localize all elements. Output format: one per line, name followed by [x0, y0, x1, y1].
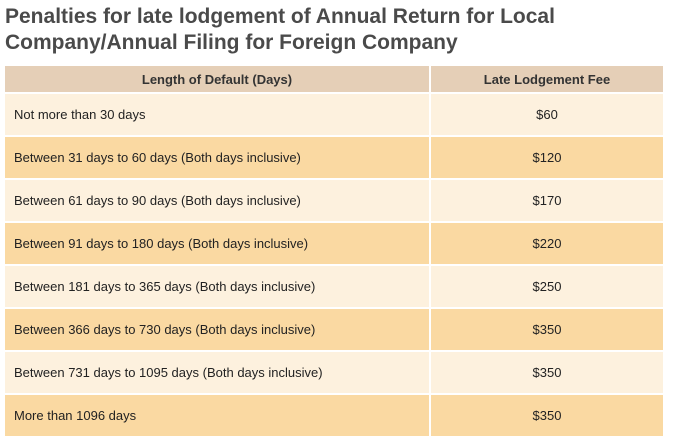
table-row: Between 731 days to 1095 days (Both days…	[5, 350, 663, 394]
table-row: Between 181 days to 365 days (Both days …	[5, 264, 663, 308]
duration-cell: Between 731 days to 1095 days (Both days…	[5, 350, 431, 394]
duration-cell: Between 181 days to 365 days (Both days …	[5, 264, 431, 308]
table-row: More than 1096 days $350	[5, 393, 663, 436]
table-row: Between 366 days to 730 days (Both days …	[5, 307, 663, 351]
duration-cell: More than 1096 days	[5, 393, 431, 436]
column-header-late-lodgement-fee: Late Lodgement Fee	[430, 66, 663, 93]
penalty-table: Length of Default (Days) Late Lodgement …	[5, 66, 663, 436]
fee-cell: $250	[430, 264, 663, 308]
fee-cell: $170	[430, 178, 663, 222]
table-row: Between 31 days to 60 days (Both days in…	[5, 135, 663, 179]
page-title: Penalties for late lodgement of Annual R…	[5, 5, 555, 54]
fee-cell: $60	[430, 92, 663, 136]
fee-cell: $350	[430, 393, 663, 436]
fee-cell: $350	[430, 350, 663, 394]
column-header-length-of-default: Length of Default (Days)	[5, 66, 431, 93]
table-row: Not more than 30 days $60	[5, 92, 663, 136]
duration-cell: Between 61 days to 90 days (Both days in…	[5, 178, 431, 222]
fee-cell: $120	[430, 135, 663, 179]
table-row: Between 91 days to 180 days (Both days i…	[5, 221, 663, 265]
duration-cell: Not more than 30 days	[5, 92, 431, 136]
table-header-row: Length of Default (Days) Late Lodgement …	[5, 66, 663, 93]
fee-cell: $350	[430, 307, 663, 351]
table-row: Between 61 days to 90 days (Both days in…	[5, 178, 663, 222]
duration-cell: Between 31 days to 60 days (Both days in…	[5, 135, 431, 179]
duration-cell: Between 366 days to 730 days (Both days …	[5, 307, 431, 351]
duration-cell: Between 91 days to 180 days (Both days i…	[5, 221, 431, 265]
fee-cell: $220	[430, 221, 663, 265]
